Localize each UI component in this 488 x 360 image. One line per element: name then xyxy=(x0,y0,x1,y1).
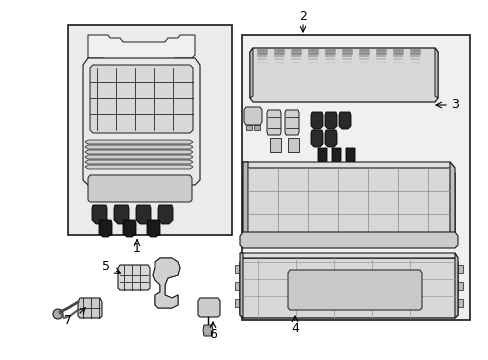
Polygon shape xyxy=(285,110,298,135)
Polygon shape xyxy=(287,270,421,310)
Bar xyxy=(97,178,111,186)
Text: 3: 3 xyxy=(450,99,458,112)
Bar xyxy=(404,208,424,221)
Polygon shape xyxy=(249,48,437,102)
Bar xyxy=(345,208,364,221)
Polygon shape xyxy=(249,48,252,98)
Bar xyxy=(99,188,109,198)
Polygon shape xyxy=(203,325,213,336)
Polygon shape xyxy=(158,205,173,224)
Polygon shape xyxy=(310,112,323,129)
Text: 7: 7 xyxy=(64,314,72,327)
Bar xyxy=(254,190,274,203)
Bar xyxy=(123,188,133,198)
Polygon shape xyxy=(90,65,193,133)
Bar xyxy=(147,188,157,198)
Polygon shape xyxy=(114,205,129,224)
Bar xyxy=(345,190,364,203)
Bar xyxy=(169,178,183,186)
Bar xyxy=(374,190,394,203)
Polygon shape xyxy=(78,298,102,318)
Polygon shape xyxy=(85,145,193,149)
Polygon shape xyxy=(136,205,151,224)
Polygon shape xyxy=(346,148,354,164)
Polygon shape xyxy=(88,35,195,68)
Bar xyxy=(454,299,462,307)
Bar xyxy=(345,172,364,185)
Bar xyxy=(242,35,469,320)
Bar xyxy=(314,208,334,221)
Polygon shape xyxy=(266,110,281,135)
Bar xyxy=(404,190,424,203)
Polygon shape xyxy=(243,168,454,237)
Bar xyxy=(235,282,243,290)
Polygon shape xyxy=(287,138,298,152)
Polygon shape xyxy=(118,265,150,290)
Bar xyxy=(374,172,394,185)
Polygon shape xyxy=(83,58,200,185)
Bar xyxy=(121,178,135,186)
Bar xyxy=(245,125,251,130)
Bar xyxy=(254,208,274,221)
Polygon shape xyxy=(99,220,112,237)
Polygon shape xyxy=(449,162,454,237)
Bar xyxy=(454,265,462,273)
Bar xyxy=(171,188,181,198)
Text: 4: 4 xyxy=(290,321,298,334)
Polygon shape xyxy=(123,220,136,237)
Polygon shape xyxy=(317,148,326,164)
Polygon shape xyxy=(454,253,457,318)
Polygon shape xyxy=(243,162,247,237)
Text: 5: 5 xyxy=(102,261,110,274)
Bar xyxy=(160,62,172,70)
Bar xyxy=(254,172,274,185)
Bar xyxy=(100,62,112,70)
Polygon shape xyxy=(198,298,220,317)
Text: 6: 6 xyxy=(209,328,217,342)
Polygon shape xyxy=(240,253,243,318)
Polygon shape xyxy=(147,220,160,237)
Polygon shape xyxy=(88,175,192,202)
Bar xyxy=(285,190,305,203)
Bar xyxy=(285,172,305,185)
Polygon shape xyxy=(85,160,193,164)
Polygon shape xyxy=(434,48,437,98)
Polygon shape xyxy=(85,140,193,144)
Polygon shape xyxy=(92,205,107,224)
Polygon shape xyxy=(338,112,350,129)
Polygon shape xyxy=(240,232,457,248)
Bar xyxy=(404,172,424,185)
Bar xyxy=(145,178,159,186)
Bar xyxy=(68,25,231,235)
Polygon shape xyxy=(85,165,193,169)
Polygon shape xyxy=(331,148,340,164)
Bar xyxy=(140,62,152,70)
Polygon shape xyxy=(85,155,193,159)
Bar xyxy=(285,208,305,221)
Polygon shape xyxy=(153,258,180,308)
Bar xyxy=(120,62,132,70)
Polygon shape xyxy=(310,130,323,147)
Bar xyxy=(253,125,260,130)
Bar xyxy=(454,282,462,290)
Polygon shape xyxy=(240,258,457,318)
Polygon shape xyxy=(325,112,336,129)
Text: 1: 1 xyxy=(133,242,141,255)
Bar xyxy=(374,208,394,221)
Polygon shape xyxy=(243,162,454,168)
Polygon shape xyxy=(85,150,193,154)
Text: 2: 2 xyxy=(299,10,306,23)
Polygon shape xyxy=(325,130,336,147)
Polygon shape xyxy=(269,138,281,152)
Bar xyxy=(235,265,243,273)
Bar xyxy=(314,172,334,185)
Circle shape xyxy=(53,309,63,319)
Polygon shape xyxy=(244,107,262,125)
Polygon shape xyxy=(240,253,457,258)
Bar xyxy=(235,299,243,307)
Bar xyxy=(314,190,334,203)
